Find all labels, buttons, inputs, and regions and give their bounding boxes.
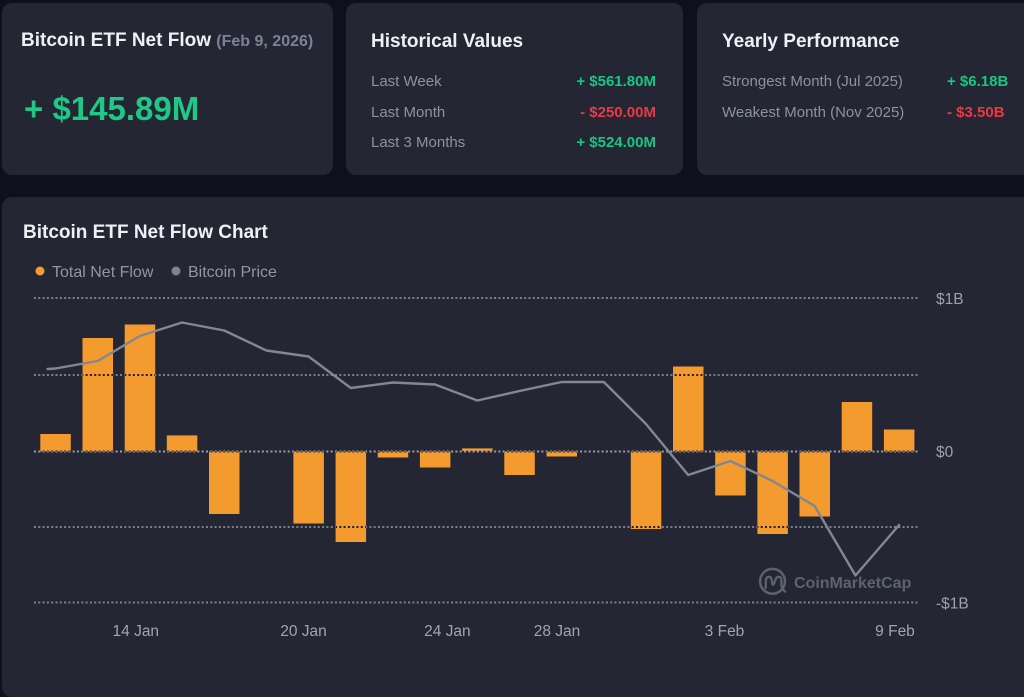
svg-text:14 Jan: 14 Jan xyxy=(113,623,160,640)
svg-text:CoinMarketCap: CoinMarketCap xyxy=(794,575,912,592)
svg-text:Total Net Flow: Total Net Flow xyxy=(52,264,154,281)
svg-text:Bitcoin Price: Bitcoin Price xyxy=(188,264,277,281)
svg-text:$1B: $1B xyxy=(936,291,964,308)
svg-text:-$1B: -$1B xyxy=(936,596,969,613)
svg-text:28 Jan: 28 Jan xyxy=(534,623,581,640)
svg-text:24 Jan: 24 Jan xyxy=(424,623,471,640)
svg-text:20 Jan: 20 Jan xyxy=(280,623,327,640)
svg-text:$0: $0 xyxy=(936,444,954,461)
svg-text:3 Feb: 3 Feb xyxy=(705,623,745,640)
svg-text:9 Feb: 9 Feb xyxy=(875,623,915,640)
